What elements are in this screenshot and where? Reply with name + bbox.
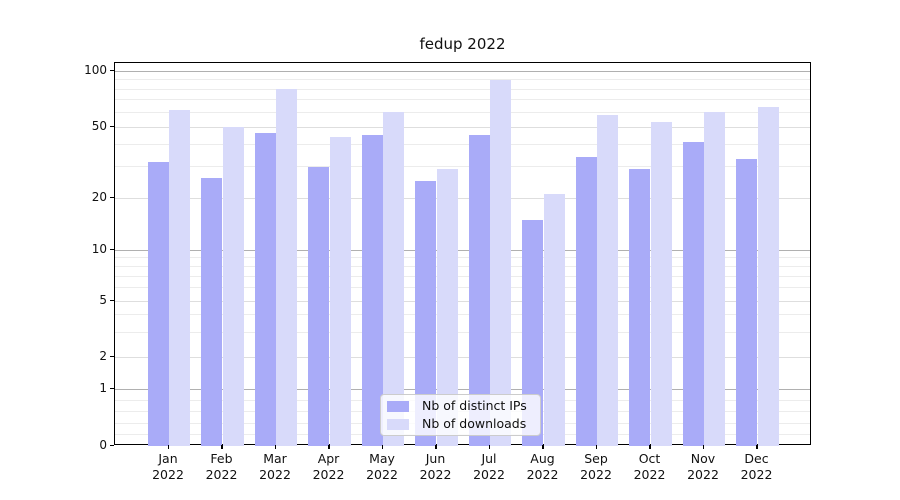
y-tick-2: [110, 355, 114, 357]
bar-downloads-jan: [169, 109, 191, 446]
bar-distinct-ips-feb: [201, 177, 223, 446]
bar-distinct-ips-mar: [254, 133, 276, 446]
gridline-100: [115, 70, 810, 72]
bar-distinct-ips-sep: [575, 156, 597, 446]
bar-downloads-feb: [222, 127, 244, 446]
y-tick-label-10: 10: [91, 242, 107, 256]
gridline-minor-4: [115, 314, 810, 316]
bar-distinct-ips-apr: [308, 166, 330, 446]
bar-downloads-jul: [490, 79, 512, 446]
bar-downloads-aug: [543, 194, 565, 446]
x-tick-label-nov: Nov 2022: [687, 451, 719, 482]
x-tick-oct: [649, 445, 651, 449]
plot-area: Nb of distinct IPs Nb of downloads: [114, 62, 811, 446]
y-tick-1: [110, 387, 114, 389]
x-tick-label-jun: Jun 2022: [419, 451, 452, 482]
gridline-10: [115, 249, 810, 251]
x-tick-label-may: May 2022: [366, 451, 398, 482]
legend-label-distinct-ips: Nb of distinct IPs: [422, 398, 527, 413]
gridline-minor-7: [115, 275, 810, 277]
y-tick-50: [110, 125, 114, 127]
x-tick-mar: [274, 445, 276, 449]
x-tick-label-mar: Mar 2022: [259, 451, 291, 482]
legend-label-downloads: Nb of downloads: [422, 416, 527, 431]
y-tick-label-2: 2: [99, 349, 107, 363]
gridline-minor-3: [115, 331, 810, 333]
y-tick-label-50: 50: [91, 119, 107, 133]
bar-downloads-nov: [704, 112, 726, 446]
bar-distinct-ips-jan: [147, 161, 169, 446]
x-tick-label-jul: Jul 2022: [473, 451, 505, 482]
y-tick-5: [110, 299, 114, 301]
y-tick-20: [110, 196, 114, 198]
y-tick-100: [110, 69, 114, 71]
y-tick-label-100: 100: [84, 63, 107, 77]
y-tick-label-1: 1: [99, 381, 107, 395]
bar-distinct-ips-dec: [736, 159, 758, 446]
x-tick-nov: [702, 445, 704, 449]
x-tick-label-dec: Dec 2022: [740, 451, 773, 482]
y-tick-label-0: 0: [99, 438, 107, 452]
legend: Nb of distinct IPs Nb of downloads: [380, 394, 541, 436]
gridline-1: [115, 388, 810, 390]
bar-downloads-sep: [597, 115, 619, 446]
x-tick-jul: [488, 445, 490, 449]
bar-distinct-ips-jun: [415, 180, 437, 446]
bar-downloads-apr: [329, 136, 351, 446]
x-tick-feb: [221, 445, 223, 449]
y-tick-label-5: 5: [99, 293, 107, 307]
chart-title: fedup 2022: [419, 35, 506, 53]
bar-downloads-oct: [650, 122, 672, 446]
legend-swatch-downloads: [387, 418, 409, 430]
bar-downloads-may: [383, 112, 405, 446]
x-tick-aug: [542, 445, 544, 449]
legend-swatch-distinct-ips: [387, 400, 409, 412]
x-tick-label-jan: Jan 2022: [152, 451, 184, 482]
x-tick-label-apr: Apr 2022: [312, 451, 345, 482]
x-tick-label-aug: Aug 2022: [526, 451, 559, 482]
x-tick-jan: [167, 445, 169, 449]
x-tick-sep: [595, 445, 597, 449]
gridline-minor-40: [115, 143, 810, 145]
x-tick-jun: [435, 445, 437, 449]
y-tick-0: [110, 444, 114, 446]
bar-distinct-ips-may: [361, 135, 383, 446]
bar-distinct-ips-jul: [468, 135, 490, 446]
gridline-minor-90: [115, 79, 810, 80]
bar-downloads-jun: [436, 169, 458, 446]
x-tick-label-oct: Oct 2022: [633, 451, 666, 482]
legend-row-downloads: Nb of downloads: [387, 417, 532, 431]
gridline-minor-30: [115, 166, 810, 168]
gridline-20: [115, 197, 810, 199]
x-tick-apr: [328, 445, 330, 449]
x-tick-may: [381, 445, 383, 449]
bar-downloads-dec: [757, 107, 779, 446]
gridline-5: [115, 300, 810, 302]
bar-downloads-mar: [276, 89, 298, 446]
gridline-minor-6: [115, 287, 810, 289]
gridline-50: [115, 126, 810, 128]
gridline-minor-80: [115, 88, 810, 90]
gridline-minor-70: [115, 99, 810, 101]
gridline-minor-8: [115, 265, 810, 267]
legend-row-distinct-ips: Nb of distinct IPs: [387, 399, 532, 413]
bar-distinct-ips-oct: [629, 169, 651, 446]
gridline-2: [115, 356, 810, 358]
gridline-minor-9: [115, 257, 810, 259]
y-tick-label-20: 20: [91, 190, 107, 204]
x-tick-dec: [756, 445, 758, 449]
y-tick-10: [110, 248, 114, 250]
x-tick-label-sep: Sep 2022: [580, 451, 612, 482]
x-tick-label-feb: Feb 2022: [205, 451, 238, 482]
bar-distinct-ips-aug: [522, 219, 544, 446]
bar-distinct-ips-nov: [682, 142, 704, 446]
gridline-minor-60: [115, 111, 810, 113]
